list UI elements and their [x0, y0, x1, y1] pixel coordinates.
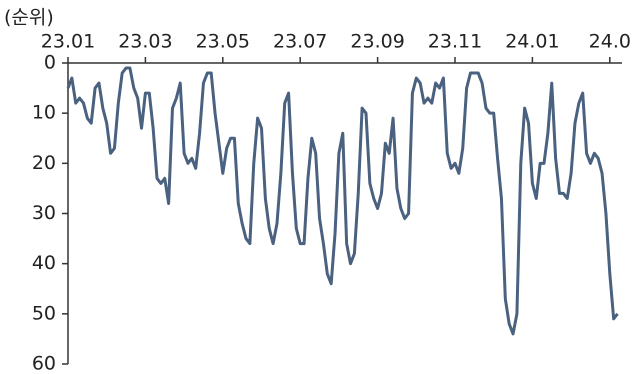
x-tick-label: 23.03: [118, 31, 172, 53]
x-tick-label: 23.07: [273, 31, 327, 53]
y-tick-label: 40: [32, 252, 56, 274]
y-tick-label: 60: [32, 353, 56, 374]
x-tick-label: 23.11: [428, 31, 482, 53]
x-tick-label: 23.09: [350, 31, 404, 53]
x-tick-label: 24.01: [505, 31, 559, 53]
x-tick-label: 24.0: [589, 31, 631, 53]
y-axis-label: (순위): [4, 7, 54, 29]
y-tick-label: 10: [32, 102, 56, 124]
y-tick-label: 30: [32, 202, 56, 224]
x-tick-label: 23.05: [196, 31, 250, 53]
x-tick-label: 23.01: [41, 31, 95, 53]
y-tick-label: 0: [44, 52, 56, 74]
data-line: [66, 66, 619, 336]
y-tick-label: 20: [32, 152, 56, 174]
y-tick-label: 50: [32, 302, 56, 324]
